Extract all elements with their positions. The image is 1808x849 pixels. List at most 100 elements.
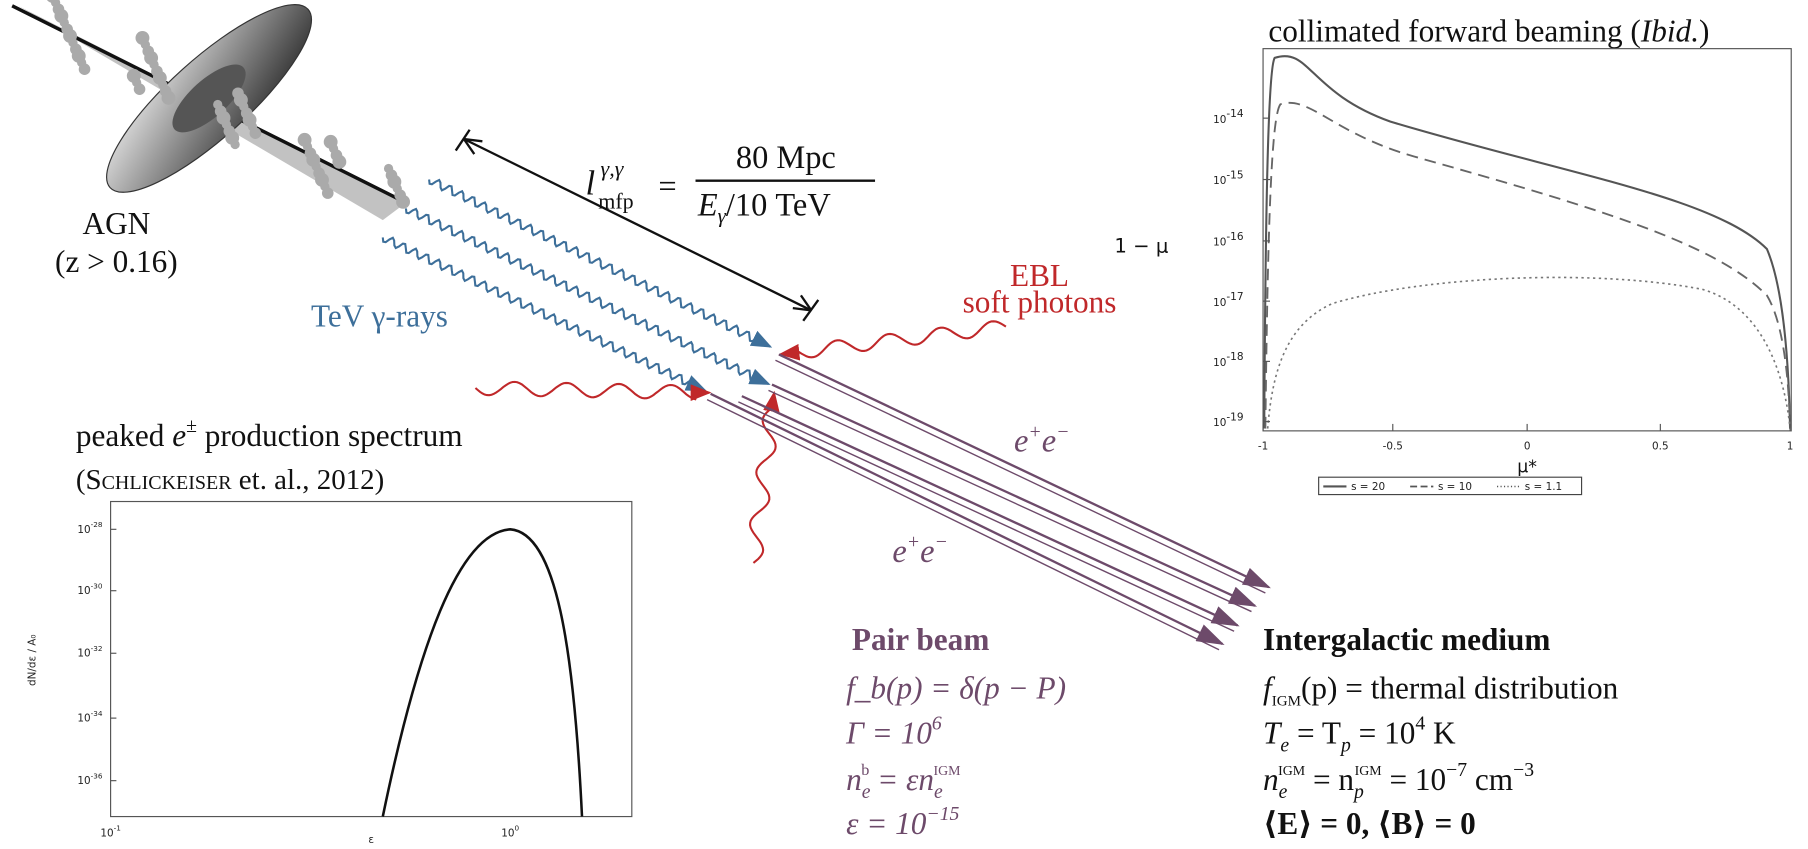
tick-exp: -28 (91, 520, 103, 529)
pair-e: e (1042, 424, 1056, 460)
title-part: ) (1699, 14, 1709, 49)
medium-line: ne IGM = np IGM = 10−7 cm−3 (1263, 759, 1534, 803)
tick-exp: 0 (514, 823, 519, 832)
dust-dot (249, 127, 262, 139)
eq-part: IGM (1272, 693, 1301, 709)
right-plot-title: collimated forward beaming (Ibid.) (1268, 14, 1709, 49)
legend-label: s = 20 (1351, 481, 1385, 493)
dust-dot (332, 154, 347, 169)
eq-part: ε = 10 (846, 806, 927, 841)
spectrum-curve (381, 528, 584, 817)
agn-illustration (11, 0, 411, 221)
ebl-label: EBL (1010, 258, 1069, 293)
x-tick-label: -1 (1258, 440, 1268, 452)
citation-part: ( (76, 464, 86, 496)
dust-dot (78, 63, 91, 75)
pair-e: e (1014, 424, 1028, 460)
eq-part: −3 (1513, 759, 1534, 781)
tick-base: 10 (1213, 357, 1226, 369)
dust-dot (396, 194, 411, 209)
mfp-sub: mfp (598, 188, 633, 213)
curve-s10 (1264, 101, 1791, 429)
pair-beam-line (706, 398, 1220, 651)
y-tick-label: 10-34 (77, 709, 103, 725)
legend (1318, 476, 1583, 496)
eq-part: T (1263, 716, 1283, 751)
tick-base: 10 (1213, 297, 1226, 309)
left-xlabel: ε (368, 834, 374, 846)
y-tick-label: 10-18 (1213, 351, 1243, 369)
y-tick-label: 10-28 (77, 520, 103, 536)
tick-exp: -19 (1226, 411, 1243, 423)
legend-label: s = 1.1 (1525, 481, 1562, 493)
citation-author: Schlickeiser (85, 464, 232, 496)
medium-line: ⟨E⟩ = 0, ⟨B⟩ = 0 (1263, 806, 1476, 841)
x-tick-label: 0 (1524, 440, 1531, 452)
tick-exp: -17 (1226, 291, 1243, 303)
ebl-label: soft photons (963, 285, 1117, 320)
pair-beam-line: neb = εneIGM (846, 761, 960, 803)
mfp-denominator: Eγ/10 TeV (697, 187, 831, 227)
pair-plus: + (1028, 421, 1041, 443)
mfp-rest: /10 TeV (726, 187, 831, 223)
y-tick-label: 10-32 (77, 644, 102, 660)
citation: (Schlickeiser et. al., 2012) (76, 464, 384, 496)
eq-part: = 10 (1382, 762, 1447, 797)
title-part: peaked (76, 418, 172, 453)
pair-beam-title: Pair beam (852, 622, 990, 657)
mfp-arrow (454, 129, 820, 322)
pair-beam-line: f_b(p) = δ(p − P) (846, 670, 1066, 705)
eq-part: 6 (932, 713, 942, 735)
eq-part: b (861, 761, 869, 779)
y-tick-label: 10-14 (1213, 108, 1244, 126)
y-tick-label: 10-36 (77, 771, 103, 787)
pair-e: e (920, 534, 934, 570)
dust-dot (133, 83, 146, 95)
y-tick-label: 10-17 (1213, 291, 1243, 309)
eq-part: = εn (869, 762, 934, 797)
tick-exp: -14 (1226, 108, 1244, 120)
title-part: production spectrum (197, 418, 463, 453)
eq-part: −15 (926, 803, 959, 825)
tick-exp: -18 (1226, 351, 1243, 363)
dust-dot (161, 90, 176, 105)
y-tick-label: 10-30 (77, 581, 103, 597)
eq-part: cm (1467, 762, 1513, 797)
pair-e: e (892, 534, 906, 570)
tick-base: 10 (77, 713, 90, 725)
eq-part: Γ = 10 (845, 716, 932, 751)
tick-base: 10 (77, 775, 90, 787)
pair-beam-line (771, 383, 1258, 607)
x-tick-label: 100 (501, 823, 519, 839)
tick-base: 10 (1213, 114, 1226, 126)
right-plot-frame (1262, 48, 1792, 432)
x-tick-label: -0.5 (1383, 440, 1403, 452)
tick-exp: -16 (1226, 231, 1244, 243)
eq-part: IGM (1278, 764, 1305, 779)
pair-minus: − (934, 531, 947, 553)
gamma-ray (428, 178, 773, 348)
eq-part: e (934, 781, 943, 803)
medium-title: Intergalactic medium (1263, 622, 1550, 657)
gamma-ray (404, 207, 771, 386)
eq-part: −7 (1446, 759, 1467, 781)
ebl-photon (474, 380, 712, 401)
mfp-numerator: 80 Mpc (736, 140, 836, 176)
tick-exp: -30 (91, 581, 103, 590)
tick-base: 10 (1213, 175, 1226, 187)
right-ylabel: 1 − μ (1114, 234, 1169, 257)
ebl-photon (778, 320, 1007, 361)
dust-dot (230, 139, 240, 150)
eq-part: e (1279, 781, 1288, 803)
mfp-e: E (697, 187, 718, 223)
right-xlabel: μ* (1517, 458, 1537, 478)
mfp-equals: = (658, 169, 676, 205)
curve-s20 (1263, 55, 1792, 429)
eq-part: n (1263, 762, 1279, 797)
curve-s1-1 (1266, 276, 1791, 429)
tick-base: 10 (77, 648, 90, 660)
eq-part: (p) = thermal distribution (1301, 670, 1619, 705)
mfp-e-sub: γ (718, 203, 727, 227)
x-tick-label: 1 (1787, 440, 1794, 452)
